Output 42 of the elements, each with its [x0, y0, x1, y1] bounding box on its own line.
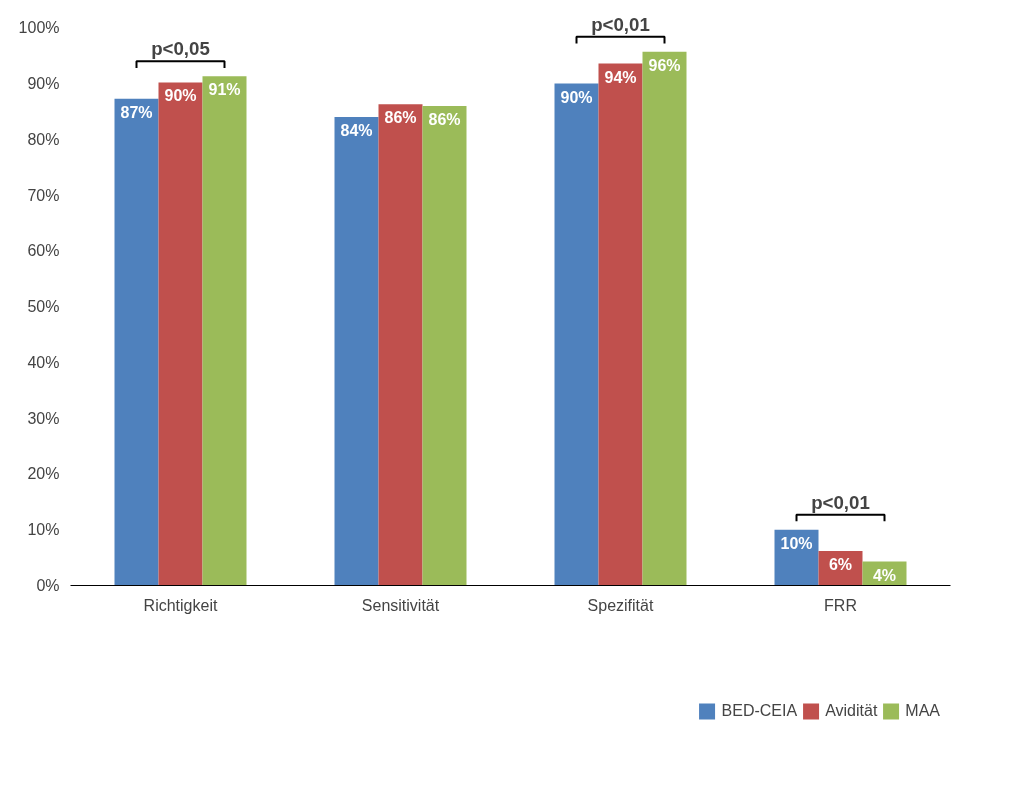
bar [158, 82, 203, 586]
data-label: 90% [164, 87, 197, 105]
data-label: 6% [828, 555, 853, 573]
data-label: 96% [648, 56, 681, 74]
y-tick-label: 70% [27, 186, 60, 204]
x-tick-label: Spezifität [587, 596, 654, 614]
y-tick-label: 50% [27, 298, 60, 316]
data-label: 84% [340, 122, 373, 140]
data-label: 4% [872, 566, 897, 584]
bar [422, 105, 467, 586]
data-label: 87% [120, 103, 153, 121]
y-tick-label: 40% [27, 353, 60, 371]
y-tick-label: 80% [27, 130, 60, 148]
bar [114, 98, 159, 586]
data-label: 86% [384, 109, 417, 127]
data-label: 90% [560, 88, 593, 106]
x-tick-label: Sensitivität [361, 596, 440, 614]
data-label: 10% [780, 534, 813, 552]
x-tick-label: Richtigkeit [143, 596, 218, 614]
y-tick-label: 20% [27, 465, 60, 483]
legend-label: BED-CEIA [721, 701, 798, 720]
y-tick-label: 30% [27, 409, 60, 427]
bar [334, 117, 379, 586]
bar [598, 63, 643, 586]
data-label: 94% [604, 68, 637, 86]
y-tick-label: 100% [18, 19, 60, 37]
data-label: 86% [428, 110, 461, 128]
y-tick-label: 10% [27, 521, 60, 539]
annotation: p<0,01 [591, 13, 650, 35]
legend-label: Avidität [825, 701, 878, 720]
annotation: p<0,01 [811, 491, 870, 513]
bar [202, 76, 247, 586]
bar [642, 51, 687, 586]
y-tick-label: 0% [36, 577, 60, 594]
bar [554, 83, 599, 586]
data-label: 91% [208, 81, 241, 99]
x-tick-label: FRR [824, 596, 857, 614]
bar [378, 104, 423, 586]
y-tick-label: 60% [27, 242, 60, 260]
y-tick-label: 90% [27, 75, 60, 93]
legend-label: MAA [905, 701, 940, 720]
annotation: p<0,05 [151, 38, 210, 60]
